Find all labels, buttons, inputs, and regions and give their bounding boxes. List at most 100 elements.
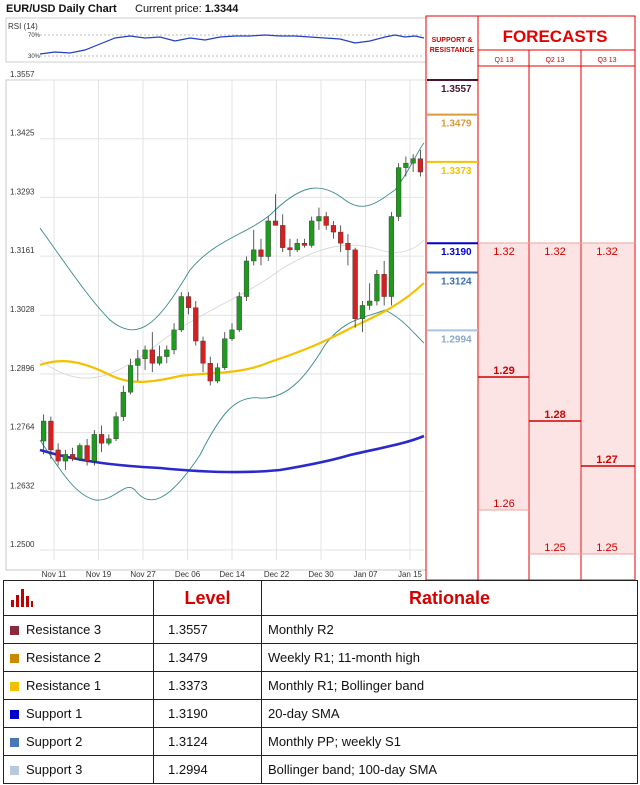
forecast-q1-low: 1.26 [493,498,514,510]
level-color-swatch [10,682,19,692]
candle-body [265,220,271,257]
table-icon-header [3,580,154,616]
sr-level-label: 1.3557 [441,84,472,95]
row-rationale: Weekly R1; 11-month high [261,643,638,672]
candle-body [193,307,199,342]
row-level-name: Support 3 [3,755,154,784]
x-tick-label: Jan 15 [398,570,423,579]
y-tick-label: 1.2632 [10,481,35,490]
y-tick-label: 1.2764 [10,423,35,432]
sr-level-label: 1.2994 [441,334,472,345]
x-axis-ticks: Nov 11 Nov 19 Nov 27 Dec 06 Dec 14 Dec 22 Dec … [42,570,423,579]
candle-body [84,445,90,462]
table-header-level: Level [153,580,262,616]
sr-level-label: 1.3124 [441,277,472,288]
candle-body [272,220,279,226]
candle-body [156,356,163,364]
row-rationale: Monthly PP; weekly S1 [261,727,638,756]
table-row: Resistance 2 1.3479 Weekly R1; 11-month hi… [3,643,638,672]
candle-body [185,296,192,308]
moving-average-100-line [39,434,425,474]
y-tick-label: 1.3028 [10,305,35,314]
level-name-text: Support 3 [26,762,83,777]
candle-body [142,349,148,359]
row-level-value: 1.3479 [153,643,262,672]
rsi-tick-70: 70% [28,33,41,39]
candle-body [222,338,228,368]
sr-title: SUPPORT & [432,37,473,44]
table-row: Support 1 1.3190 20-day SMA [3,699,638,728]
candle-body [410,158,416,164]
candle-body [396,167,402,217]
candle-body [55,449,61,462]
row-level-value: 1.2994 [153,755,262,784]
candle-body [113,416,119,440]
row-level-name: Resistance 2 [3,643,154,672]
table-row: Support 2 1.3124 Monthly PP; weekly S1 [3,727,638,756]
candlesticks [41,149,423,470]
forecast-q1-mid: 1.29 [493,365,514,377]
candle-body [280,225,286,248]
rsi-label: RSI (14) [8,22,38,31]
bollinger-lower-band [39,309,425,501]
y-tick-label: 1.3557 [10,70,35,79]
candle-body [243,260,250,297]
support-resistance-levels: 1.3557 1.3479 1.3373 1.3190 1.3124 1.2994 [427,79,478,345]
row-level-value: 1.3373 [153,671,262,700]
level-color-swatch [10,626,19,636]
candle-body [98,434,105,444]
row-rationale: Monthly R1; Bollinger band [261,671,638,700]
candle-body [106,438,112,444]
candle-body [381,274,387,297]
row-level-name: Support 1 [3,699,154,728]
level-color-swatch [10,738,19,748]
x-tick-label: Nov 19 [86,570,112,579]
level-name-text: Support 1 [26,706,83,721]
row-level-name: Resistance 1 [3,671,154,700]
quarter-label-q1: Q1 13 [494,57,513,64]
sr-level-label: 1.3479 [441,119,472,130]
row-level-name: Support 2 [3,727,154,756]
y-axis-ticks: 1.3557 1.3425 1.3293 1.3161 1.3028 1.2896 1.27… [10,70,35,549]
candle-body [120,391,126,417]
candle-body [127,365,134,393]
candle-body [359,305,366,319]
row-level-name: Resistance 3 [3,615,154,644]
chart-title: EUR/USD Daily Chart [6,3,117,15]
x-tick-label: Jan 07 [353,570,378,579]
row-level-value: 1.3190 [153,699,262,728]
y-tick-label: 1.2896 [10,364,35,373]
grid [40,79,424,560]
forecast-range-q3 [582,243,634,554]
candle-body [345,242,351,251]
table-row: Resistance 1 1.3373 Monthly R1; Bollinger … [3,671,638,700]
candle-body [200,340,206,364]
forecast-q3-high: 1.32 [596,246,617,258]
rationale-table-container: Level Rationale Resistance 3 1.3557 Monthl… [0,580,640,785]
bollinger-upper-band [39,142,425,331]
candle-body [207,363,213,382]
forecast-q3-low: 1.25 [596,542,617,554]
candle-body [171,329,177,351]
candle-body [338,231,344,244]
candle-body [330,225,337,233]
x-tick-label: Dec 06 [175,570,201,579]
forecast-q2-high: 1.32 [544,246,565,258]
forecast-q2-low: 1.25 [544,542,565,554]
x-tick-label: Dec 22 [264,570,290,579]
candle-body [294,242,300,251]
candle-body [77,445,83,460]
level-color-swatch [10,654,19,664]
level-name-text: Resistance 2 [26,650,102,665]
forecast-q1-high: 1.32 [493,246,514,258]
bar-chart-icon [11,589,33,607]
price-plot-area [5,79,427,571]
quarter-label-q2: Q2 13 [545,57,564,64]
candle-body [91,434,97,462]
candle-body [258,249,264,257]
row-level-value: 1.3124 [153,727,262,756]
candle-body [251,249,257,262]
y-tick-label: 1.3425 [10,129,35,138]
row-rationale: 20-day SMA [261,699,638,728]
svg-text:RESISTANCE: RESISTANCE [430,47,475,54]
